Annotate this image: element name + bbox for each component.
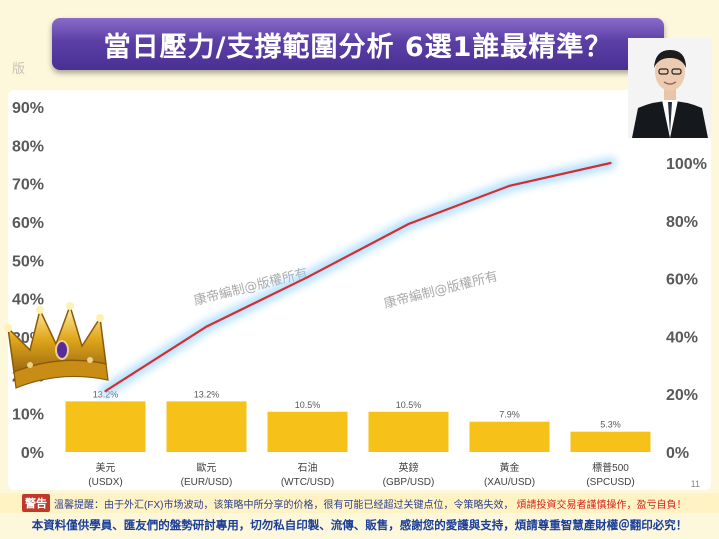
y-axis-right: 0% 20% 40% 60% 80% 100%: [666, 156, 707, 462]
x-tick-sublabel: (SPCUSD): [586, 477, 634, 488]
watermark: 康帝編制@版權所有: [382, 268, 499, 312]
side-watermark-left: 版: [12, 62, 26, 77]
cumulative-line-glow: [99, 157, 617, 397]
y-tick-label-right: 60%: [666, 272, 698, 289]
y-tick-label-left: 10%: [12, 407, 44, 424]
x-tick-sublabel: (XAU/USD): [484, 477, 535, 488]
y-tick-label-right: 20%: [666, 387, 698, 404]
title-banner: 當日壓力/支撐範圍分析 6選1誰最精準？: [52, 18, 664, 70]
presenter-photo: [628, 38, 712, 138]
crown-icon: [4, 302, 109, 389]
y-tick-label-left: 90%: [12, 100, 44, 117]
bar-value-label: 13.2%: [194, 389, 220, 399]
x-tick-label: 石油: [298, 461, 318, 474]
y-tick-label-left: 60%: [12, 215, 44, 232]
warning-alert: 煩請投資交易者謹慎操作，盈亏自負！: [516, 499, 687, 511]
x-axis: 美元 (USDX) 歐元 (EUR/USD) 石油 (WTC/USD) 英鎊 (GBP/USD…: [88, 461, 634, 488]
warning-strip: 警告 溫馨提醒：由于外汇(FX)市场波动，该策略中所分享的价格，很有可能已经超过…: [0, 493, 719, 513]
x-tick-label: 美元: [96, 461, 116, 474]
page-title: 當日壓力/支撐範圍分析 6選1誰最精準？: [103, 31, 613, 63]
copyright-text: 本資料僅供學員、匯友們的盤勢研討專用，切勿私自印製、流傳、販售，感謝您的愛護與支…: [31, 518, 688, 532]
bar: [166, 401, 247, 452]
bar-value-label: 10.5%: [396, 400, 422, 410]
x-tick-label: 英鎊: [399, 461, 419, 474]
presenter-icon: [628, 38, 712, 138]
y-tick-label-left: 80%: [12, 138, 44, 155]
bar: [65, 401, 146, 452]
cumulative-line: [104, 161, 612, 393]
y-tick-label-left: 40%: [12, 292, 44, 309]
x-tick-sublabel: (EUR/USD): [181, 477, 233, 488]
y-tick-label-left: 70%: [12, 177, 44, 194]
x-tick-label: 標普500: [592, 461, 629, 474]
warning-badge: 警告: [22, 494, 50, 512]
y-axis-left: 0%10%20%30%40%50%60%70%80%90%: [12, 100, 44, 462]
x-tick-sublabel: (USDX): [88, 477, 122, 488]
page-number: 11: [691, 479, 700, 489]
x-tick-label: 黃金: [500, 461, 520, 474]
x-tick-sublabel: (GBP/USD): [383, 477, 435, 488]
x-tick-sublabel: (WTC/USD): [281, 477, 334, 488]
warning-notice: 溫馨提醒：由于外汇(FX)市场波动，该策略中所分享的价格，很有可能已经超过关键点…: [54, 499, 514, 511]
bar-series: [65, 401, 651, 452]
y-tick-label-right: 80%: [666, 214, 698, 231]
bar-value-label: 7.9%: [499, 410, 520, 420]
x-tick-label: 歐元: [197, 461, 217, 474]
y-tick-label-right: 0%: [666, 445, 689, 462]
y-tick-label-right: 100%: [666, 156, 707, 173]
bar: [469, 421, 550, 452]
bar: [368, 411, 449, 452]
bar-value-label: 5.3%: [600, 420, 621, 430]
copyright-strip: 本資料僅供學員、匯友們的盤勢研討專用，切勿私自印製、流傳、販售，感謝您的愛護與支…: [0, 514, 719, 536]
bar: [267, 411, 348, 452]
y-tick-label-left: 0%: [21, 445, 44, 462]
bar-value-label: 10.5%: [295, 400, 321, 410]
y-tick-label-left: 50%: [12, 253, 44, 270]
bar: [570, 431, 651, 452]
y-tick-label-right: 40%: [666, 329, 698, 346]
